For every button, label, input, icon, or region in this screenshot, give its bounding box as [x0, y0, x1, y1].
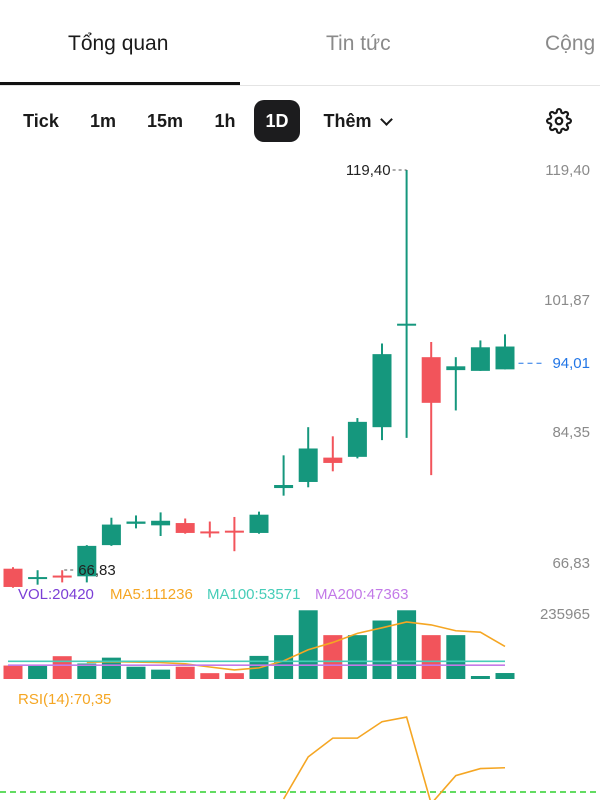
interval-1h[interactable]: 1h: [214, 111, 236, 131]
volume-bar: [52, 656, 72, 679]
candle-body: [175, 523, 195, 533]
tab-news[interactable]: Tin tức: [326, 32, 391, 55]
volume-bar: [421, 635, 441, 679]
volume-bar: [470, 676, 490, 679]
gear-icon[interactable]: [546, 108, 572, 134]
volume-bar: [495, 673, 515, 679]
volume-bar: [200, 673, 220, 679]
candle-body: [126, 521, 146, 524]
candle-body: [446, 366, 466, 371]
vol-label: VOL:20420: [18, 586, 94, 603]
candlestick-layer: [3, 170, 515, 588]
interval-15m[interactable]: 15m: [146, 111, 184, 131]
volume-bar: [28, 665, 48, 679]
min-price-label: 66,83: [78, 562, 116, 579]
candle-body: [347, 421, 367, 457]
candle-body: [28, 577, 48, 580]
volume-bar: [224, 673, 244, 679]
candle: [126, 515, 146, 529]
candle: [495, 334, 515, 370]
interval-tick[interactable]: Tick: [23, 111, 59, 131]
price-tick-label: 66,83: [552, 555, 590, 572]
volume-bar: [3, 665, 23, 679]
chevron-down-icon: [379, 113, 393, 126]
candle: [323, 436, 343, 472]
price-chart[interactable]: 119,40 101,87 84,35 66,83 94,01 119,40 6…: [0, 150, 600, 800]
active-tab-indicator: [0, 82, 240, 85]
candle: [397, 170, 417, 438]
candle: [200, 521, 220, 538]
rsi-layer: [0, 716, 600, 800]
tab-divider: [0, 85, 600, 86]
ma5-label: MA5:111236: [110, 586, 193, 603]
max-price-label: 119,40: [346, 162, 391, 179]
candle-body: [200, 531, 220, 534]
tab-overview[interactable]: Tổng quan: [68, 32, 169, 55]
candle: [3, 567, 23, 588]
ma200-label: MA200:47363: [315, 586, 408, 603]
volume-legend: VOL:20420 MA5:111236 MA100:53571 MA200:4…: [18, 586, 590, 623]
candle-body: [421, 357, 441, 403]
price-tick-label: 84,35: [552, 424, 590, 441]
candle: [249, 511, 269, 534]
rsi-line: [282, 716, 506, 800]
volume-bar: [323, 635, 343, 679]
more-intervals-button[interactable]: Thêm: [316, 100, 398, 142]
candle: [101, 517, 121, 546]
more-label: Thêm: [323, 111, 372, 131]
interval-selector: Tick 1m 15m 1h 1D Thêm: [0, 100, 600, 142]
candle: [372, 343, 392, 441]
candle-body: [495, 346, 515, 370]
candle: [298, 427, 318, 488]
price-tick-label: 119,40: [545, 162, 590, 179]
candle-body: [52, 575, 72, 578]
candle: [421, 341, 441, 476]
candle: [224, 516, 244, 552]
price-tick-label: 101,87: [544, 292, 590, 309]
interval-1m[interactable]: 1m: [89, 111, 116, 131]
volume-bar: [298, 610, 318, 679]
volume-bar: [77, 663, 97, 679]
candle-body: [397, 323, 417, 326]
candle-body: [224, 530, 244, 533]
volume-bar: [151, 669, 171, 679]
candle-body: [101, 524, 121, 546]
candle-body: [323, 457, 343, 463]
volume-max-label: 235965: [540, 606, 590, 623]
volume-bar: [175, 666, 195, 679]
volume-bar: [347, 635, 367, 679]
candle-body: [249, 514, 269, 533]
volume-bar: [446, 635, 466, 679]
ma100-label: MA100:53571: [207, 586, 300, 603]
candle-body: [3, 568, 23, 587]
volume-bar: [274, 635, 294, 679]
ma5-line: [86, 621, 506, 671]
candle-body: [298, 448, 318, 482]
candle: [77, 545, 97, 583]
volume-layer: [3, 610, 515, 679]
candle: [446, 357, 466, 411]
candle: [52, 570, 72, 583]
candle-body: [151, 520, 171, 526]
tab-bar: Tổng quan Tin tức Cộng: [0, 0, 600, 86]
tab-community[interactable]: Cộng: [545, 32, 596, 55]
candle: [28, 570, 48, 585]
volume-bar: [126, 666, 146, 679]
candle-body: [77, 545, 97, 577]
volume-bar: [397, 610, 417, 679]
candle-body: [470, 347, 490, 371]
interval-1d[interactable]: 1D: [254, 100, 300, 142]
candle: [470, 340, 490, 371]
rsi-label: RSI(14):70,35: [18, 691, 111, 708]
candle: [151, 512, 171, 536]
volume-bar: [101, 657, 121, 679]
candle-body: [372, 354, 392, 428]
price-axis: 119,40 101,87 84,35 66,83: [544, 162, 590, 572]
candle: [274, 455, 294, 496]
candle: [175, 518, 195, 534]
candle: [347, 418, 367, 459]
candle-body: [274, 485, 294, 489]
current-price-label: 94,01: [552, 355, 590, 372]
